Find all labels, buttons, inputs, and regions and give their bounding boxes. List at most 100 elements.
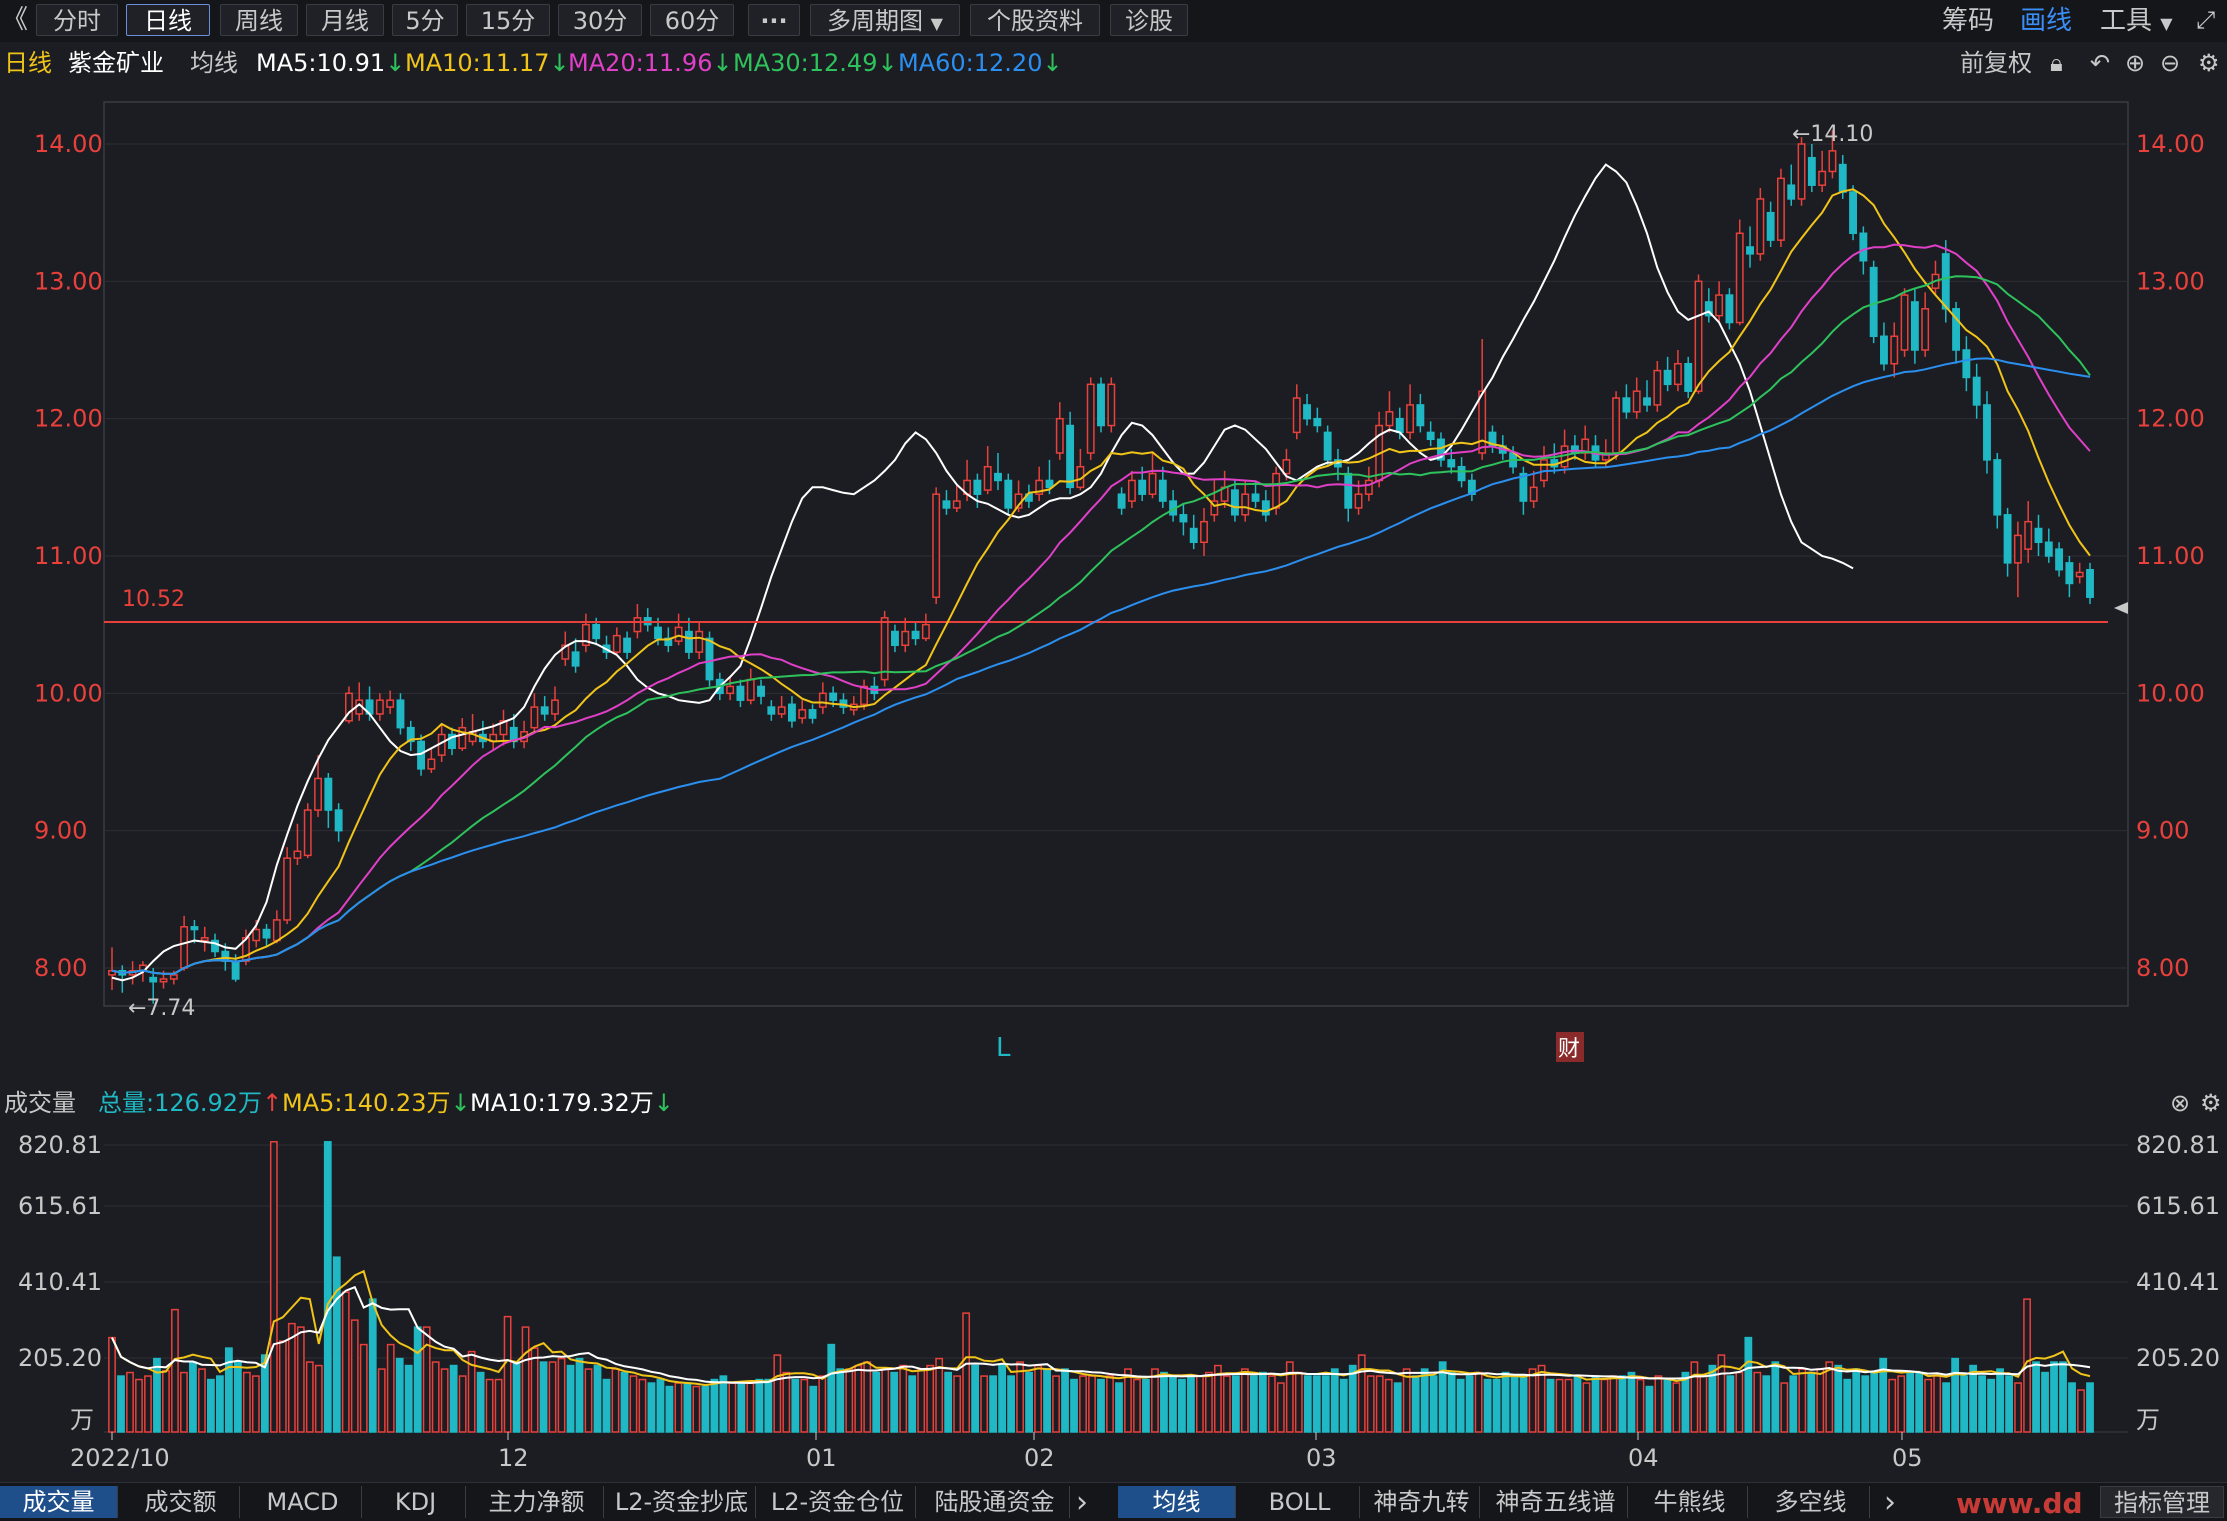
candle-body[interactable] (1880, 335, 1888, 365)
volume-bar[interactable] (180, 1371, 188, 1433)
candle-body[interactable] (1323, 431, 1332, 461)
volume-bar[interactable] (1016, 1361, 1024, 1433)
candle-body[interactable] (262, 928, 271, 939)
volume-bar[interactable] (1375, 1375, 1384, 1433)
candle-body[interactable] (921, 623, 930, 640)
volume-bar[interactable] (269, 1141, 278, 1433)
candle-body[interactable] (1086, 383, 1095, 454)
candle-body[interactable] (211, 939, 219, 953)
candle-body[interactable] (1776, 177, 1785, 241)
volume-bar[interactable] (1978, 1375, 1987, 1433)
volume-bar[interactable] (1969, 1364, 1978, 1433)
volume-bar[interactable] (467, 1350, 476, 1433)
volume-bar[interactable] (1717, 1354, 1726, 1433)
candle-body[interactable] (1210, 500, 1219, 516)
candle-body[interactable] (1818, 170, 1827, 186)
candle-body[interactable] (1251, 493, 1260, 502)
volume-bar[interactable] (350, 1319, 359, 1433)
volume-bar[interactable] (224, 1347, 233, 1433)
period-tab-2[interactable]: 周线 (220, 4, 298, 36)
candle-body[interactable] (345, 692, 353, 722)
volume-bar[interactable] (1411, 1375, 1420, 1433)
volume-bar[interactable] (422, 1326, 431, 1433)
volume-bar[interactable] (1285, 1361, 1294, 1433)
candle-body[interactable] (818, 692, 827, 708)
candle-body[interactable] (1952, 308, 1961, 351)
volume-bar[interactable] (1151, 1368, 1159, 1433)
candle-body[interactable] (2086, 568, 2094, 598)
volume-bar[interactable] (1231, 1375, 1240, 1433)
candle-body[interactable] (396, 699, 405, 729)
volume-bar[interactable] (1636, 1378, 1645, 1433)
volume-bar[interactable] (233, 1361, 242, 1433)
volume-bar[interactable] (1942, 1382, 1951, 1433)
candle-body[interactable] (1993, 459, 2002, 516)
volume-bar[interactable] (926, 1364, 935, 1433)
volume-bar[interactable] (189, 1361, 197, 1433)
candle-body[interactable] (1045, 479, 1054, 489)
candle-body[interactable] (1055, 417, 1064, 454)
candle-body[interactable] (1756, 198, 1765, 255)
candle-body[interactable] (1457, 465, 1466, 482)
candle-body[interactable] (2003, 514, 2012, 564)
volume-bar[interactable] (953, 1375, 962, 1433)
period-tab-3[interactable]: 月线 (306, 4, 384, 36)
volume-bar[interactable] (1555, 1378, 1564, 1433)
candle-body[interactable] (200, 937, 209, 942)
candle-body[interactable] (932, 493, 941, 598)
volume-bar[interactable] (719, 1375, 728, 1433)
volume-bar[interactable] (1690, 1361, 1699, 1433)
candle-body[interactable] (705, 637, 714, 681)
volume-bar[interactable] (1339, 1378, 1348, 1433)
volume-bar[interactable] (683, 1382, 692, 1433)
volume-bar[interactable] (1735, 1371, 1744, 1433)
volume-bar[interactable] (359, 1343, 368, 1433)
volume-bar[interactable] (162, 1370, 170, 1433)
volume-bar[interactable] (827, 1343, 836, 1433)
volume-bar[interactable] (2032, 1361, 2040, 1433)
volume-bar[interactable] (1187, 1375, 1195, 1433)
volume-bar[interactable] (656, 1378, 665, 1433)
candle-body[interactable] (1313, 417, 1322, 427)
volume-bar[interactable] (476, 1371, 485, 1433)
candle-body[interactable] (1395, 417, 1404, 434)
volume-bar[interactable] (1852, 1368, 1861, 1433)
volume-bar[interactable] (836, 1368, 845, 1433)
volume-bar[interactable] (1834, 1364, 1843, 1433)
volume-bar[interactable] (1609, 1375, 1618, 1433)
volume-bar[interactable] (2077, 1389, 2085, 1433)
volume-bar[interactable] (1807, 1371, 1816, 1433)
candle-body[interactable] (1416, 404, 1425, 427)
volume-bar[interactable] (332, 1256, 341, 1433)
candle-body[interactable] (726, 685, 735, 695)
volume-bar[interactable] (2005, 1375, 2013, 1433)
volume-bar[interactable] (2059, 1361, 2067, 1433)
candle-body[interactable] (695, 630, 704, 653)
overlay-tab-0[interactable]: 均线 (1118, 1486, 1236, 1518)
candle-body[interactable] (303, 809, 312, 857)
volume-bar[interactable] (944, 1371, 953, 1433)
expand-icon[interactable]: ⤢ (2196, 6, 2216, 34)
volume-bar[interactable] (1699, 1375, 1708, 1433)
candle-body[interactable] (427, 758, 436, 770)
volume-bar[interactable] (872, 1371, 881, 1433)
volume-bar[interactable] (1645, 1385, 1654, 1433)
candle-body[interactable] (612, 634, 621, 653)
candle-body[interactable] (1426, 431, 1435, 441)
volume-bar[interactable] (800, 1378, 809, 1433)
volume-bar[interactable] (1160, 1371, 1168, 1433)
indicator-tab-7[interactable]: 陆股通资金 (920, 1486, 1070, 1518)
volume-bar[interactable] (1294, 1371, 1303, 1433)
financial-report-marker[interactable] (1556, 1032, 1584, 1062)
overlay-tab-3[interactable]: 神奇五线谱 (1484, 1486, 1628, 1518)
candle-body[interactable] (2075, 571, 2084, 578)
volume-bar[interactable] (818, 1375, 827, 1433)
volume-bar[interactable] (1744, 1336, 1753, 1433)
candle-body[interactable] (1725, 294, 1734, 324)
undo-icon[interactable]: ↶ (2090, 49, 2111, 77)
volume-bar[interactable] (117, 1375, 125, 1433)
volume-bar[interactable] (1897, 1375, 1906, 1433)
volume-bar[interactable] (1501, 1371, 1510, 1433)
candle-body[interactable] (2044, 541, 2053, 557)
volume-bar[interactable] (1528, 1368, 1537, 1433)
